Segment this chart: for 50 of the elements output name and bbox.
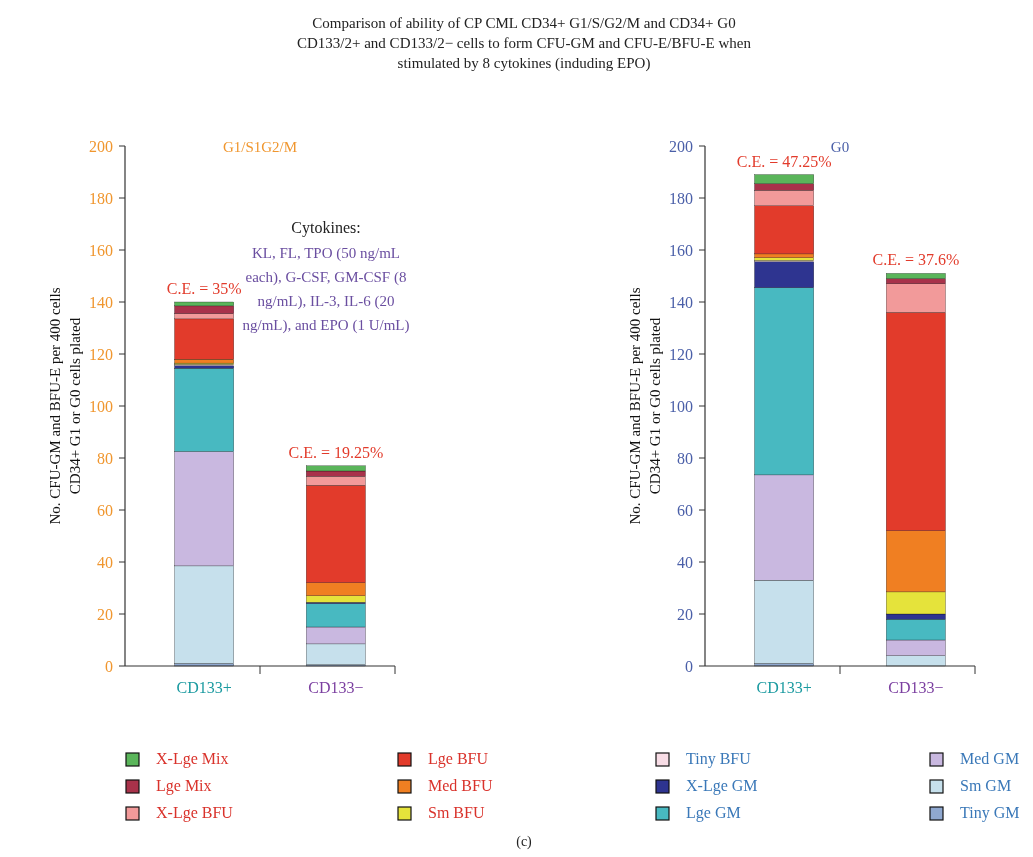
annotation: Cytokines:	[291, 219, 361, 237]
legend-label: Lge BFU	[428, 750, 489, 768]
legend-label: Med BFU	[428, 777, 493, 794]
y-tick-label: 120	[89, 345, 113, 363]
y-tick-label: 0	[685, 657, 693, 675]
y-tick-label: 140	[669, 293, 693, 311]
y-tick-label: 180	[669, 189, 693, 207]
annotation: C.E. = 47.25%	[736, 152, 832, 170]
y-tick-label: 200	[89, 137, 113, 155]
chart-title: G0	[830, 139, 850, 155]
text: Comparison of ability of CP CML CD34+ G1/S/G2/M and CD34+ G0 CD133/2+ and CD133/2− cells to form CFU-GM and CFU-E/BFU-E when stimulated by 8 cytokines (induding EPO)	[297, 15, 752, 72]
annotation: C.E. = 35%	[166, 280, 242, 297]
y-tick-label: 160	[669, 241, 693, 259]
y-tick-label: 20	[97, 605, 113, 623]
annotation: C.E. = 37.6%	[872, 251, 960, 269]
y-tick-label: 100	[89, 397, 113, 415]
x-tick-label: CD133+	[176, 679, 232, 696]
y-tick-label: 0	[105, 657, 113, 675]
y-tick-label: 20	[677, 605, 693, 623]
legend-label: Lge Mix	[156, 777, 212, 795]
annotation: C.E. = 19.25%	[288, 443, 384, 461]
y-tick-label: 140	[89, 293, 113, 311]
legend-label: Lge GM	[686, 804, 741, 822]
y-tick-label: 40	[677, 553, 693, 571]
x-tick-label: CD133−	[308, 679, 364, 696]
y-tick-label: 200	[669, 137, 693, 155]
y-tick-label: 80	[97, 449, 113, 467]
y-tick-label: 60	[677, 501, 693, 519]
y-tick-label: 180	[89, 189, 113, 207]
chart-title: G1/S1G2/M	[222, 139, 298, 155]
y-tick-label: 80	[677, 449, 693, 467]
y-tick-label: 120	[669, 345, 693, 363]
text: (c)	[516, 834, 533, 850]
x-tick-label: CD133+	[756, 679, 812, 696]
legend-label: Sm GM	[960, 777, 1012, 794]
legend-label: Tiny GM	[960, 804, 1020, 822]
legend-label: Tiny BFU	[686, 750, 752, 768]
legend-label: X-Lge BFU	[156, 804, 234, 822]
x-tick-label: CD133−	[888, 679, 944, 696]
y-axis-title: No. CFU-GM and BFU-E per 400 cells CD34+ G1 or G0 cells plated	[47, 287, 84, 525]
y-tick-label: 100	[669, 397, 693, 415]
y-axis-title: No. CFU-GM and BFU-E per 400 cells CD34+ G1 or G0 cells plated	[627, 287, 664, 525]
legend-label: X-Lge GM	[686, 777, 758, 795]
annotation: KL, FL, TPO (50 ng/mL each), G-CSF, GM-CSF (8 ng/mL), IL-3, IL-6 (20 ng/mL), and EPO (1 U/mL)	[242, 245, 410, 334]
y-tick-label: 160	[89, 241, 113, 259]
y-tick-label: 60	[97, 501, 113, 519]
legend-label: Sm BFU	[428, 804, 485, 821]
legend-label: X-Lge Mix	[156, 750, 229, 768]
y-tick-label: 40	[97, 553, 113, 571]
legend-label: Med GM	[960, 750, 1020, 767]
